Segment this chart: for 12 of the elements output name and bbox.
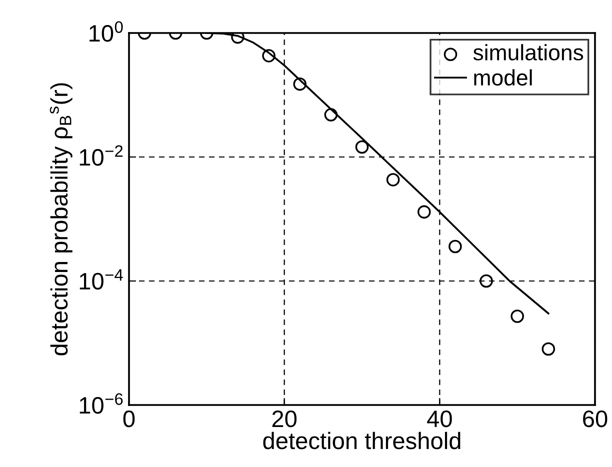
y-tick-label: 10$^{−4}$	[80, 269, 123, 290]
x-tick-label: 60	[583, 410, 608, 428]
x-tick-label: 20	[272, 410, 297, 428]
y-tick-label: 10$^{−2}$	[80, 145, 123, 166]
y-tick-label: 10$^{0}$	[90, 21, 123, 42]
x-axis-title: detection threshold	[263, 432, 460, 450]
legend-label: simulations	[473, 44, 584, 60]
y-axis-title: detection probability ρ$_{B}$$^{s}$(r)	[50, 83, 72, 356]
y-tick-label: 10$^{−6}$	[80, 393, 123, 414]
x-tick-label: 40	[427, 410, 452, 428]
x-tick-label: 0	[123, 410, 135, 428]
legend-label: model	[474, 69, 532, 86]
